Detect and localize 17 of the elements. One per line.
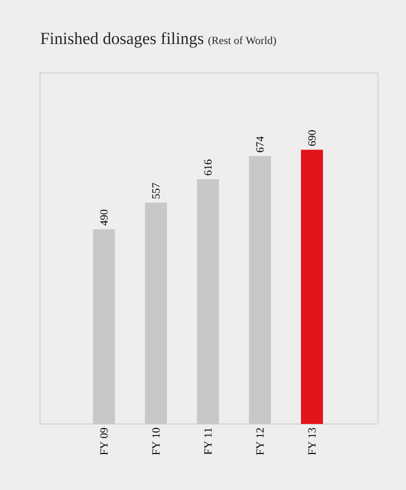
data-label: 557 bbox=[152, 182, 160, 198]
data-label: 674 bbox=[256, 136, 264, 152]
bar bbox=[144, 202, 167, 424]
bar bbox=[248, 156, 271, 424]
x-tick-label: FY 10 bbox=[152, 428, 160, 455]
x-tick-label: FY 11 bbox=[204, 428, 212, 455]
x-tick-label: FY 12 bbox=[256, 428, 264, 455]
bar bbox=[196, 179, 219, 424]
chart-title: Finished dosages filings bbox=[40, 32, 204, 48]
chart-subtitle: (Rest of World) bbox=[208, 36, 276, 46]
x-tick-label: FY 13 bbox=[308, 428, 316, 455]
data-label: 690 bbox=[308, 130, 316, 146]
data-label: 490 bbox=[100, 210, 108, 226]
bar bbox=[300, 150, 323, 424]
data-label: 616 bbox=[204, 160, 212, 176]
x-tick-label: FY 09 bbox=[100, 428, 108, 455]
bar bbox=[92, 229, 115, 424]
